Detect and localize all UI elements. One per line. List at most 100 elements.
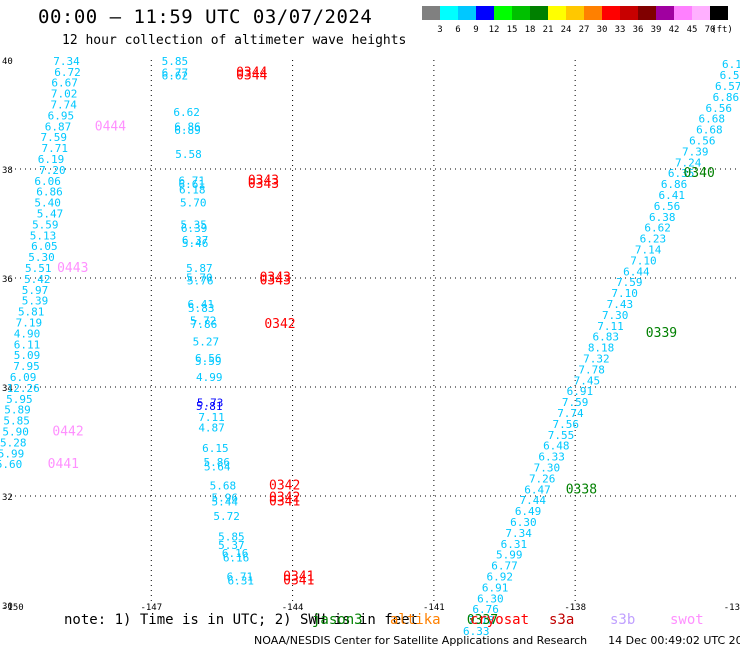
wave-height-label: 6.68	[696, 124, 723, 137]
colorbar-label: 15	[507, 25, 518, 34]
pass-number-label: 0344	[236, 65, 267, 80]
y-tick-label: 32	[2, 493, 13, 503]
wave-height-label: 6.39	[181, 222, 208, 235]
wave-height-label: 6.19	[722, 58, 740, 71]
wave-height-label: 6.86	[174, 120, 201, 133]
legend-jason3: jason3	[312, 612, 363, 628]
pass-number-label: 0343	[260, 274, 291, 289]
wave-height-label: 7.02	[51, 88, 78, 101]
y-tick-label: 36	[2, 275, 13, 285]
x-tick-label: -150	[2, 603, 24, 613]
wave-height-label: 7.74	[557, 407, 584, 420]
wave-height-label: 6.47	[524, 483, 551, 496]
wave-height-label: 6.11	[14, 338, 41, 351]
wave-height-label: 7.20	[39, 164, 66, 177]
wave-height-label: 5.28	[0, 436, 27, 449]
pass-number-label: 0444	[95, 119, 126, 134]
wave-height-label: 6.30	[510, 516, 537, 529]
colorbar-swatch	[602, 6, 620, 20]
wave-height-label: 6.68	[698, 113, 725, 126]
wave-height-label: 5.30	[28, 251, 55, 264]
wave-height-label: 6.56	[654, 200, 681, 213]
chart-title: 00:00 – 11:59 UTC 03/07/2024	[38, 6, 373, 28]
colorbar-label: 27	[579, 25, 590, 34]
colorbar-swatch	[422, 6, 440, 20]
wave-height-label: 6.92	[487, 570, 514, 583]
colorbar-swatch	[512, 6, 530, 20]
wave-height-label: 6.48	[543, 440, 570, 453]
wave-height-label: 6.62	[162, 70, 189, 83]
colorbar-swatch	[620, 6, 638, 20]
pass-number-label: 0340	[683, 166, 714, 181]
wave-height-label: 6.31	[501, 538, 528, 551]
wave-height-label: 5.60	[0, 458, 22, 471]
wave-height-label: 7.32	[583, 352, 610, 365]
colorbar-label: 12	[489, 25, 500, 34]
wave-height-label: 6.67	[51, 77, 78, 90]
wave-height-label: 4.99	[196, 371, 223, 384]
wave-height-label: 6.86	[661, 178, 688, 191]
colorbar-label: 21	[543, 25, 554, 34]
wave-height-label: 6.06	[34, 175, 61, 188]
pass-number-label: 0339	[646, 326, 677, 341]
pass-number-label: 0341	[269, 494, 300, 509]
wave-height-label: 6.57	[715, 80, 740, 93]
x-tick-label: -13	[724, 603, 740, 613]
wave-height-label: 6.38	[649, 211, 676, 224]
pass-number-label: 0343	[248, 173, 279, 188]
wave-height-label: 7.59	[562, 396, 589, 409]
wave-height-label: 6.62	[644, 222, 671, 235]
wave-height-label: 5.95	[6, 393, 33, 406]
colorbar-legend: 3 6 9 12 15 18 21 24 27 30 33 36 39 42 45 70(ft)	[422, 6, 732, 34]
colorbar-label: 70	[705, 25, 716, 34]
wave-height-label: 5.59	[195, 355, 222, 368]
wave-height-label: 6.56	[689, 134, 716, 147]
wave-height-label: 6.15	[202, 442, 229, 455]
wave-height-label: 5.97	[22, 284, 49, 297]
y-tick-label: 30	[2, 602, 13, 612]
wave-height-label: 7.18	[468, 614, 495, 627]
wave-height-label: 5.35	[180, 218, 207, 231]
wave-height-label: 5.42	[24, 273, 51, 286]
wave-height-label: 6.56	[706, 102, 733, 115]
colorbar-swatch	[584, 6, 602, 20]
pass-number-label: 0342	[264, 317, 295, 332]
wave-height-label: 7.26	[529, 472, 556, 485]
wave-height-label: 6.33	[538, 451, 565, 464]
wave-height-label: 7.30	[534, 461, 561, 474]
wave-height-label: 7.19	[16, 317, 43, 330]
footer-credit: NOAA/NESDIS Center for Satellite Applica…	[254, 634, 588, 647]
x-tick-label: -144	[282, 603, 304, 613]
wave-height-label: 12.26	[7, 382, 40, 395]
colorbar-swatch	[476, 6, 494, 20]
wave-height-label: 5.72	[190, 314, 217, 327]
colorbar-swatch	[548, 6, 566, 20]
wave-height-label: 6.89	[174, 124, 201, 137]
wave-height-label: 7.10	[611, 287, 638, 300]
wave-height-label: 6.09	[10, 371, 37, 384]
y-tick-label: 38	[2, 166, 13, 176]
colorbar-label: 9	[473, 25, 478, 34]
wave-height-label: 7.71	[41, 142, 68, 155]
footer-timestamp: 14 Dec 00:49:02 UTC 2024	[608, 634, 740, 647]
wave-height-label: 5.85	[3, 415, 30, 428]
x-tick-label: -141	[423, 603, 445, 613]
wave-height-label: 5.81	[196, 400, 223, 413]
pass-number-label: 0341	[283, 569, 314, 584]
wave-height-label: 6.56	[195, 352, 222, 365]
wave-height-label: 7.45	[574, 374, 601, 387]
colorbar-swatch	[458, 6, 476, 20]
wave-height-label: 7.34	[505, 527, 532, 540]
wave-height-label: 5.72	[213, 510, 240, 523]
wave-height-label: 6.41	[658, 189, 685, 202]
colorbar-swatch	[494, 6, 512, 20]
wave-height-label: 5.70	[186, 271, 213, 284]
footer: NOAA/NESDIS Center for Satellite Applica…	[254, 634, 740, 647]
wave-height-label: 6.30	[477, 592, 504, 605]
y-tick-label: 34	[2, 384, 13, 394]
wave-height-label: 4.90	[14, 327, 41, 340]
wave-height-label: 7.24	[675, 156, 702, 169]
wave-height-label: 7.59	[41, 131, 68, 144]
wave-height-label: 5.85	[162, 55, 189, 68]
